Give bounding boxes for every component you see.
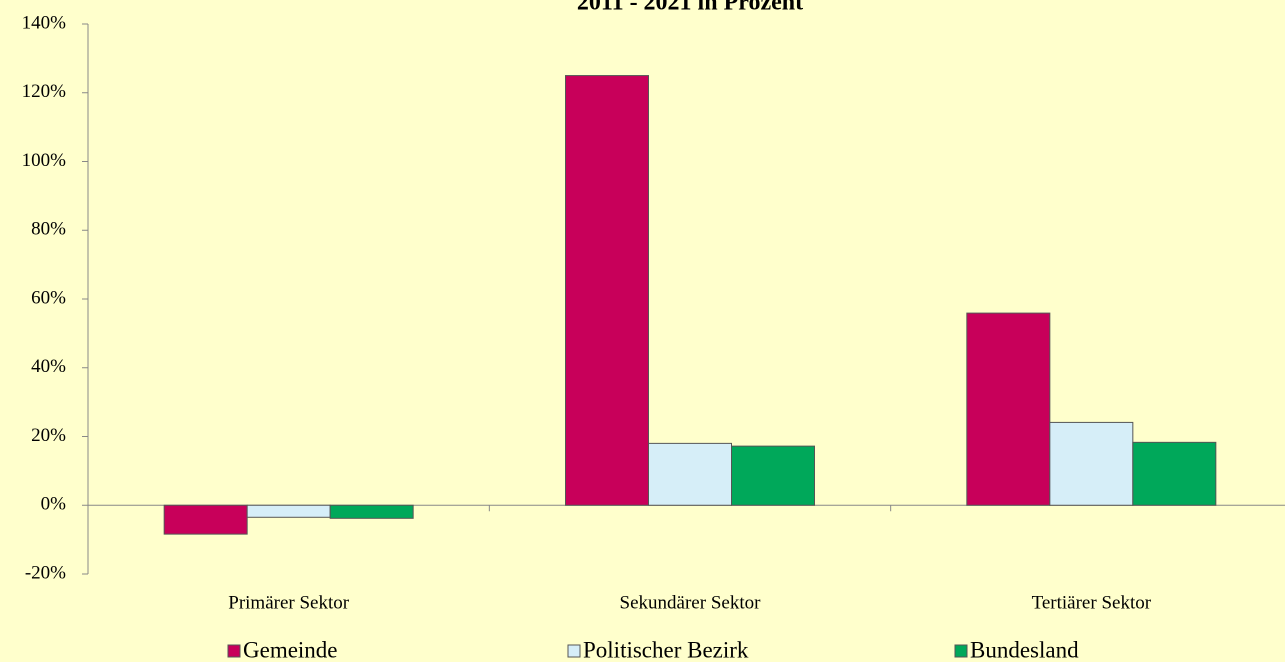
y-tick-label: 140% <box>22 12 67 33</box>
bar <box>163 504 248 535</box>
bar <box>648 442 732 506</box>
bar <box>1132 441 1217 506</box>
y-tick-label: 100% <box>22 150 67 171</box>
bar <box>1049 421 1134 506</box>
bar <box>565 75 649 506</box>
bar <box>966 312 1051 506</box>
y-tick-label: 120% <box>22 81 67 102</box>
x-tick-label: Tertiärer Sektor <box>1032 592 1152 613</box>
bar <box>731 445 815 506</box>
legend-swatch <box>954 644 968 658</box>
legend-label: Bundesland <box>970 637 1079 662</box>
y-tick-label: 0% <box>41 494 67 515</box>
bar <box>329 504 414 519</box>
chart-title: 2011 - 2021 in Prozent <box>577 0 803 16</box>
y-tick-label: 40% <box>31 356 66 377</box>
legend-swatch <box>567 644 581 658</box>
bar <box>246 504 331 518</box>
legend-swatch <box>227 644 241 658</box>
x-tick-label: Primärer Sektor <box>228 592 350 613</box>
legend-label: Politischer Bezirk <box>583 637 749 662</box>
y-tick-label: 20% <box>31 425 66 446</box>
y-tick-label: -20% <box>25 562 66 583</box>
y-tick-label: 60% <box>31 287 66 308</box>
legend-label: Gemeinde <box>243 637 338 662</box>
y-tick-label: 80% <box>31 219 66 240</box>
x-tick-label: Sekundärer Sektor <box>620 592 762 613</box>
